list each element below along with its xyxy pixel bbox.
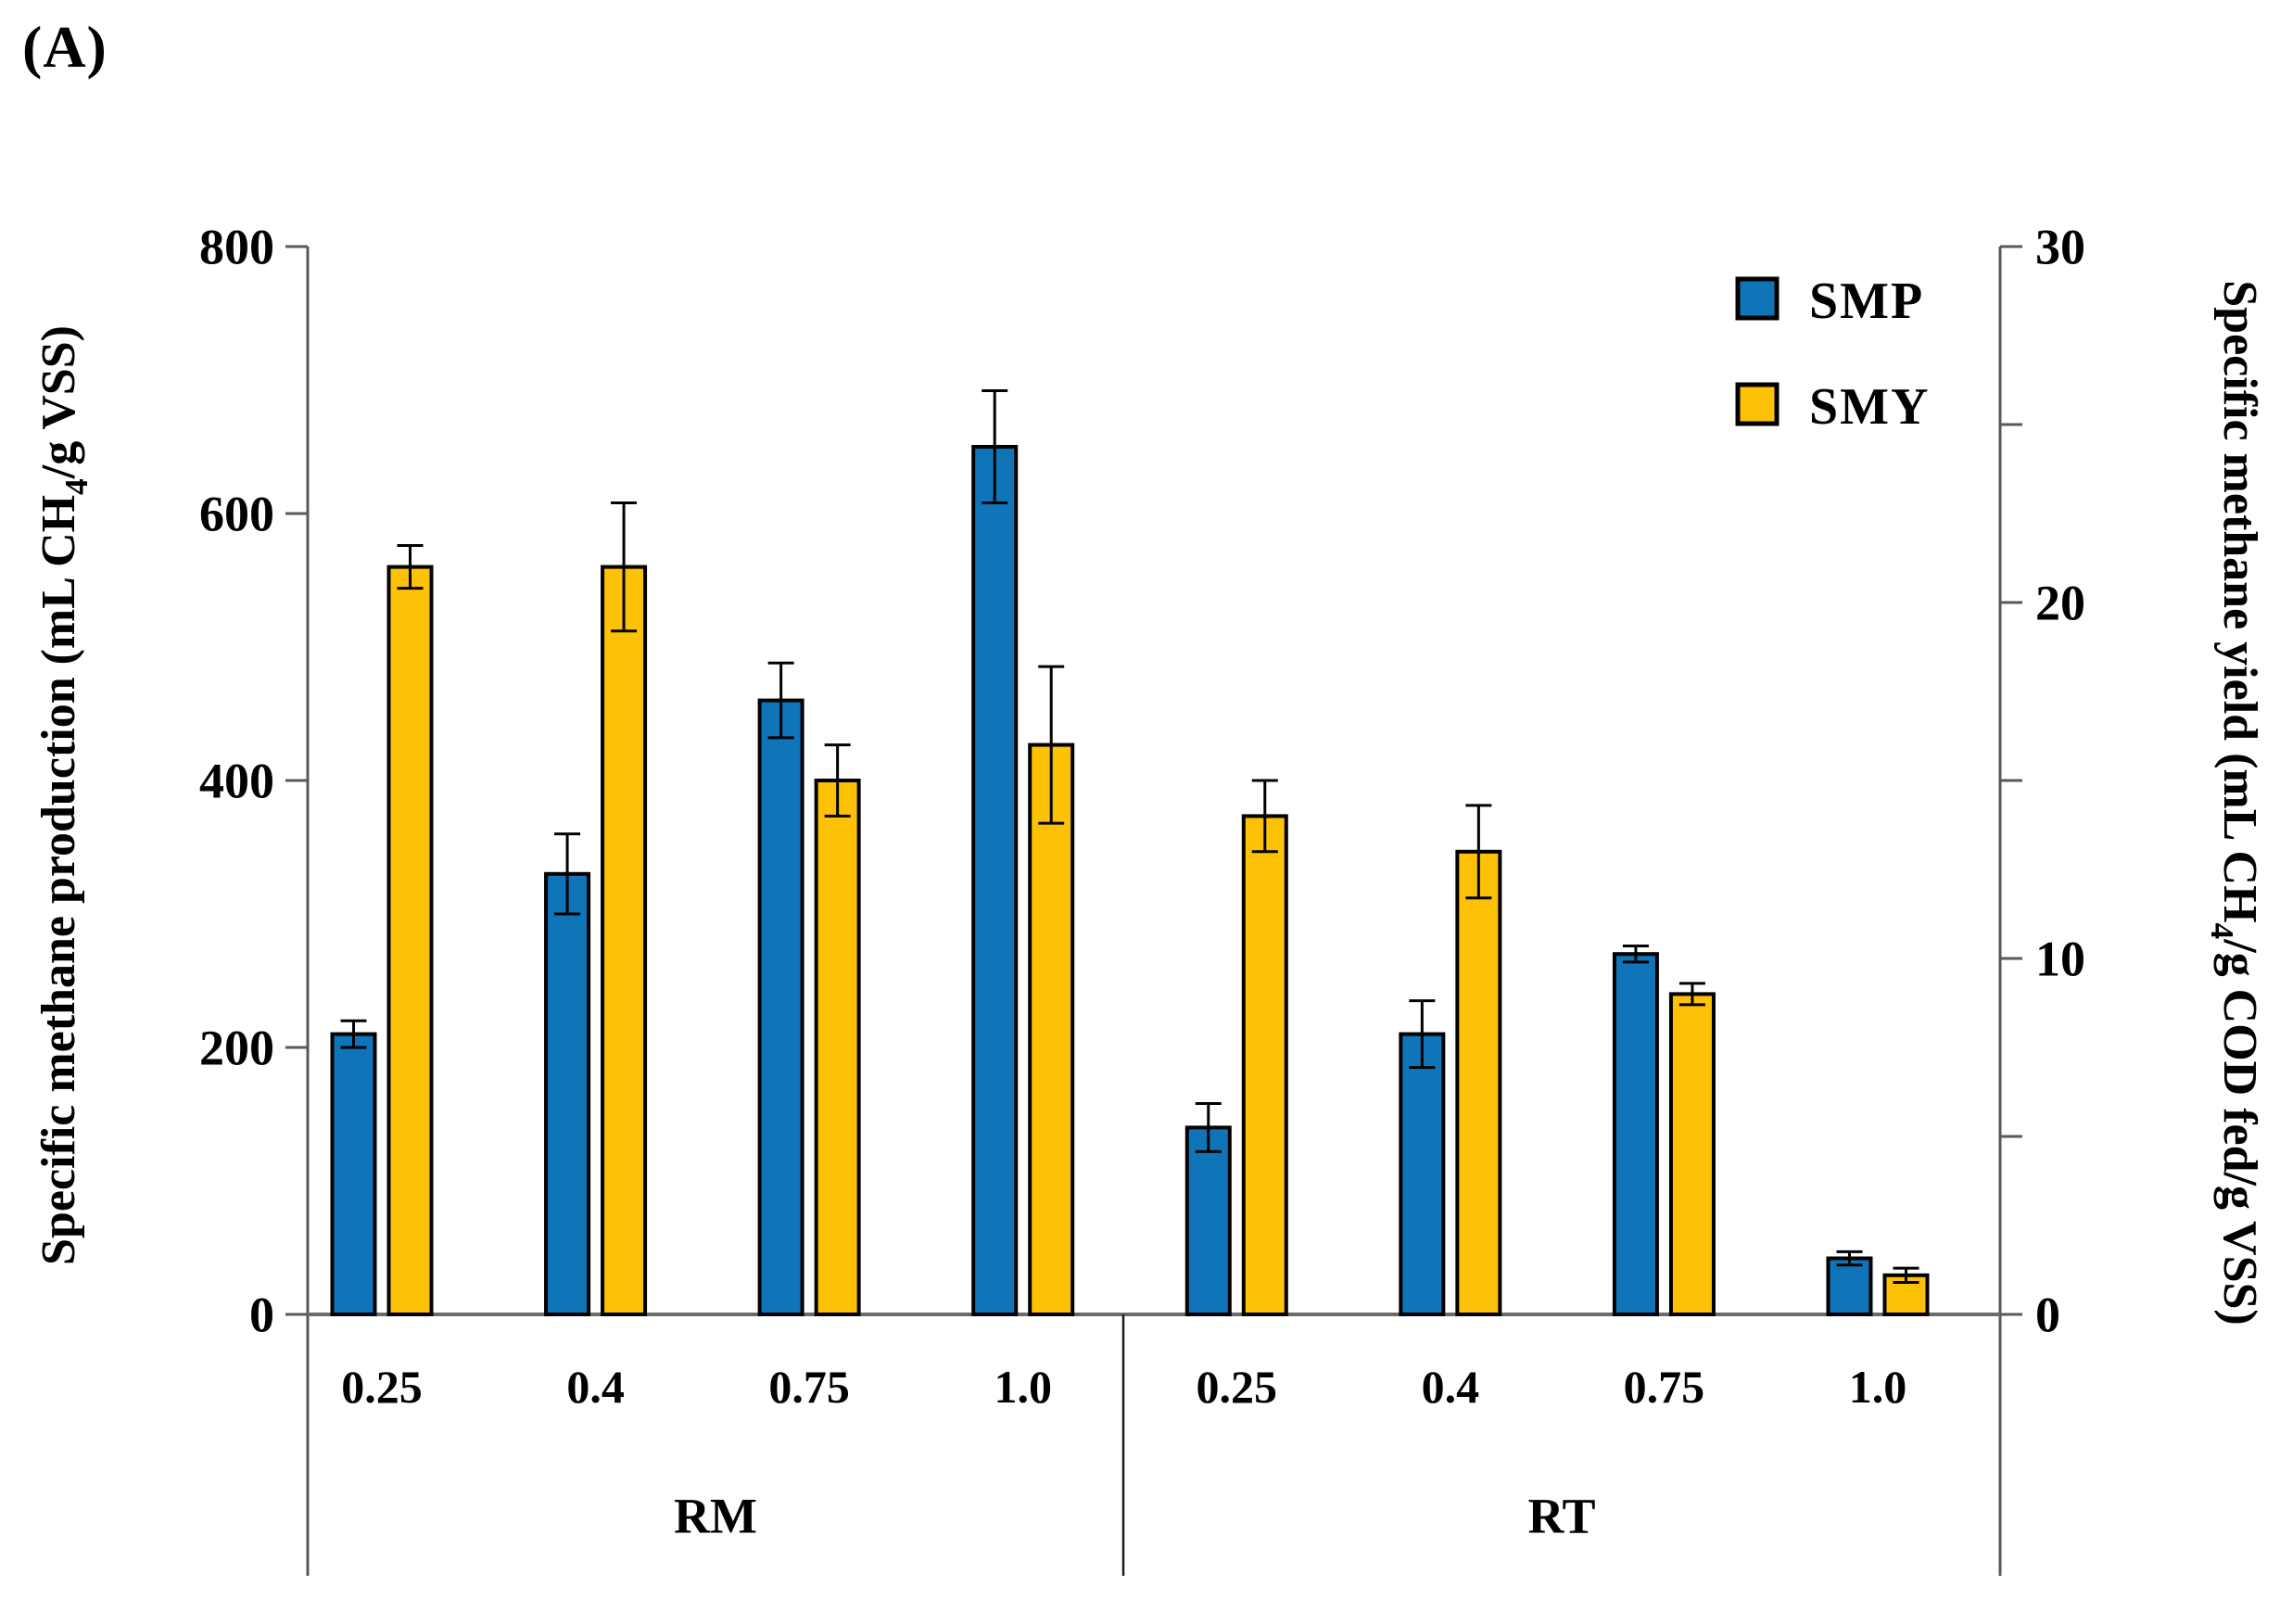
category-label: 0.75 — [1624, 1361, 1705, 1413]
bar-smy-0.25-g2 — [1241, 814, 1288, 1316]
right-axis-title: Specific methane yield (mL CH4/g COD fed… — [2204, 280, 2266, 1326]
category-label: 0.25 — [341, 1361, 423, 1413]
bar-smy-1.0-g1 — [1028, 742, 1075, 1316]
category-label: 0.75 — [768, 1361, 850, 1413]
bar-smy-0.25-g1 — [386, 565, 434, 1316]
left-axis-title: Specific methane production (mL CH4/g VS… — [32, 325, 95, 1265]
bar-smy-0.4-g1 — [601, 565, 648, 1316]
right-axis-tick-label: 0 — [2035, 1287, 2060, 1342]
bar-smy-0.4-g2 — [1455, 849, 1502, 1316]
bar-smp-1.0-g2 — [1826, 1256, 1873, 1317]
bar-smp-0.4-g1 — [544, 871, 591, 1316]
bar-smy-0.75-g2 — [1668, 992, 1716, 1317]
left-axis-tick-label: 200 — [199, 1020, 274, 1075]
right-axis-tick-label: 10 — [2035, 931, 2085, 986]
bar-smp-1.0-g1 — [971, 445, 1019, 1316]
legend-label-smy: SMY — [1809, 378, 1930, 436]
category-label: 1.0 — [1849, 1361, 1907, 1413]
left-axis-tick-label: 0 — [249, 1287, 274, 1342]
category-label: 0.25 — [1197, 1361, 1278, 1413]
group-label-rt: RT — [1527, 1488, 1595, 1543]
bar-smp-0.4-g2 — [1399, 1032, 1446, 1316]
bar-smp-0.25-g1 — [330, 1032, 377, 1316]
right-axis-tick-label: 30 — [2035, 219, 2085, 274]
bar-smy-0.75-g1 — [814, 779, 861, 1316]
category-label: 1.0 — [994, 1361, 1052, 1413]
bar-smp-0.75-g2 — [1612, 952, 1659, 1316]
left-axis-tick-label: 800 — [199, 219, 274, 274]
category-label: 0.4 — [566, 1361, 625, 1413]
bar-smp-0.75-g1 — [757, 698, 804, 1316]
category-label: 0.4 — [1422, 1361, 1480, 1413]
legend-swatch-smy — [1735, 382, 1780, 426]
right-axis-tick-label: 20 — [2035, 575, 2085, 630]
group-label-rm: RM — [674, 1488, 757, 1543]
panel-label: (A) — [22, 14, 108, 80]
left-axis-tick-label: 400 — [199, 753, 274, 808]
legend-label-smp: SMP — [1809, 273, 1924, 330]
bar-smp-0.25-g2 — [1184, 1125, 1232, 1317]
left-axis-tick-label: 600 — [199, 486, 274, 541]
legend-swatch-smp — [1735, 276, 1780, 321]
